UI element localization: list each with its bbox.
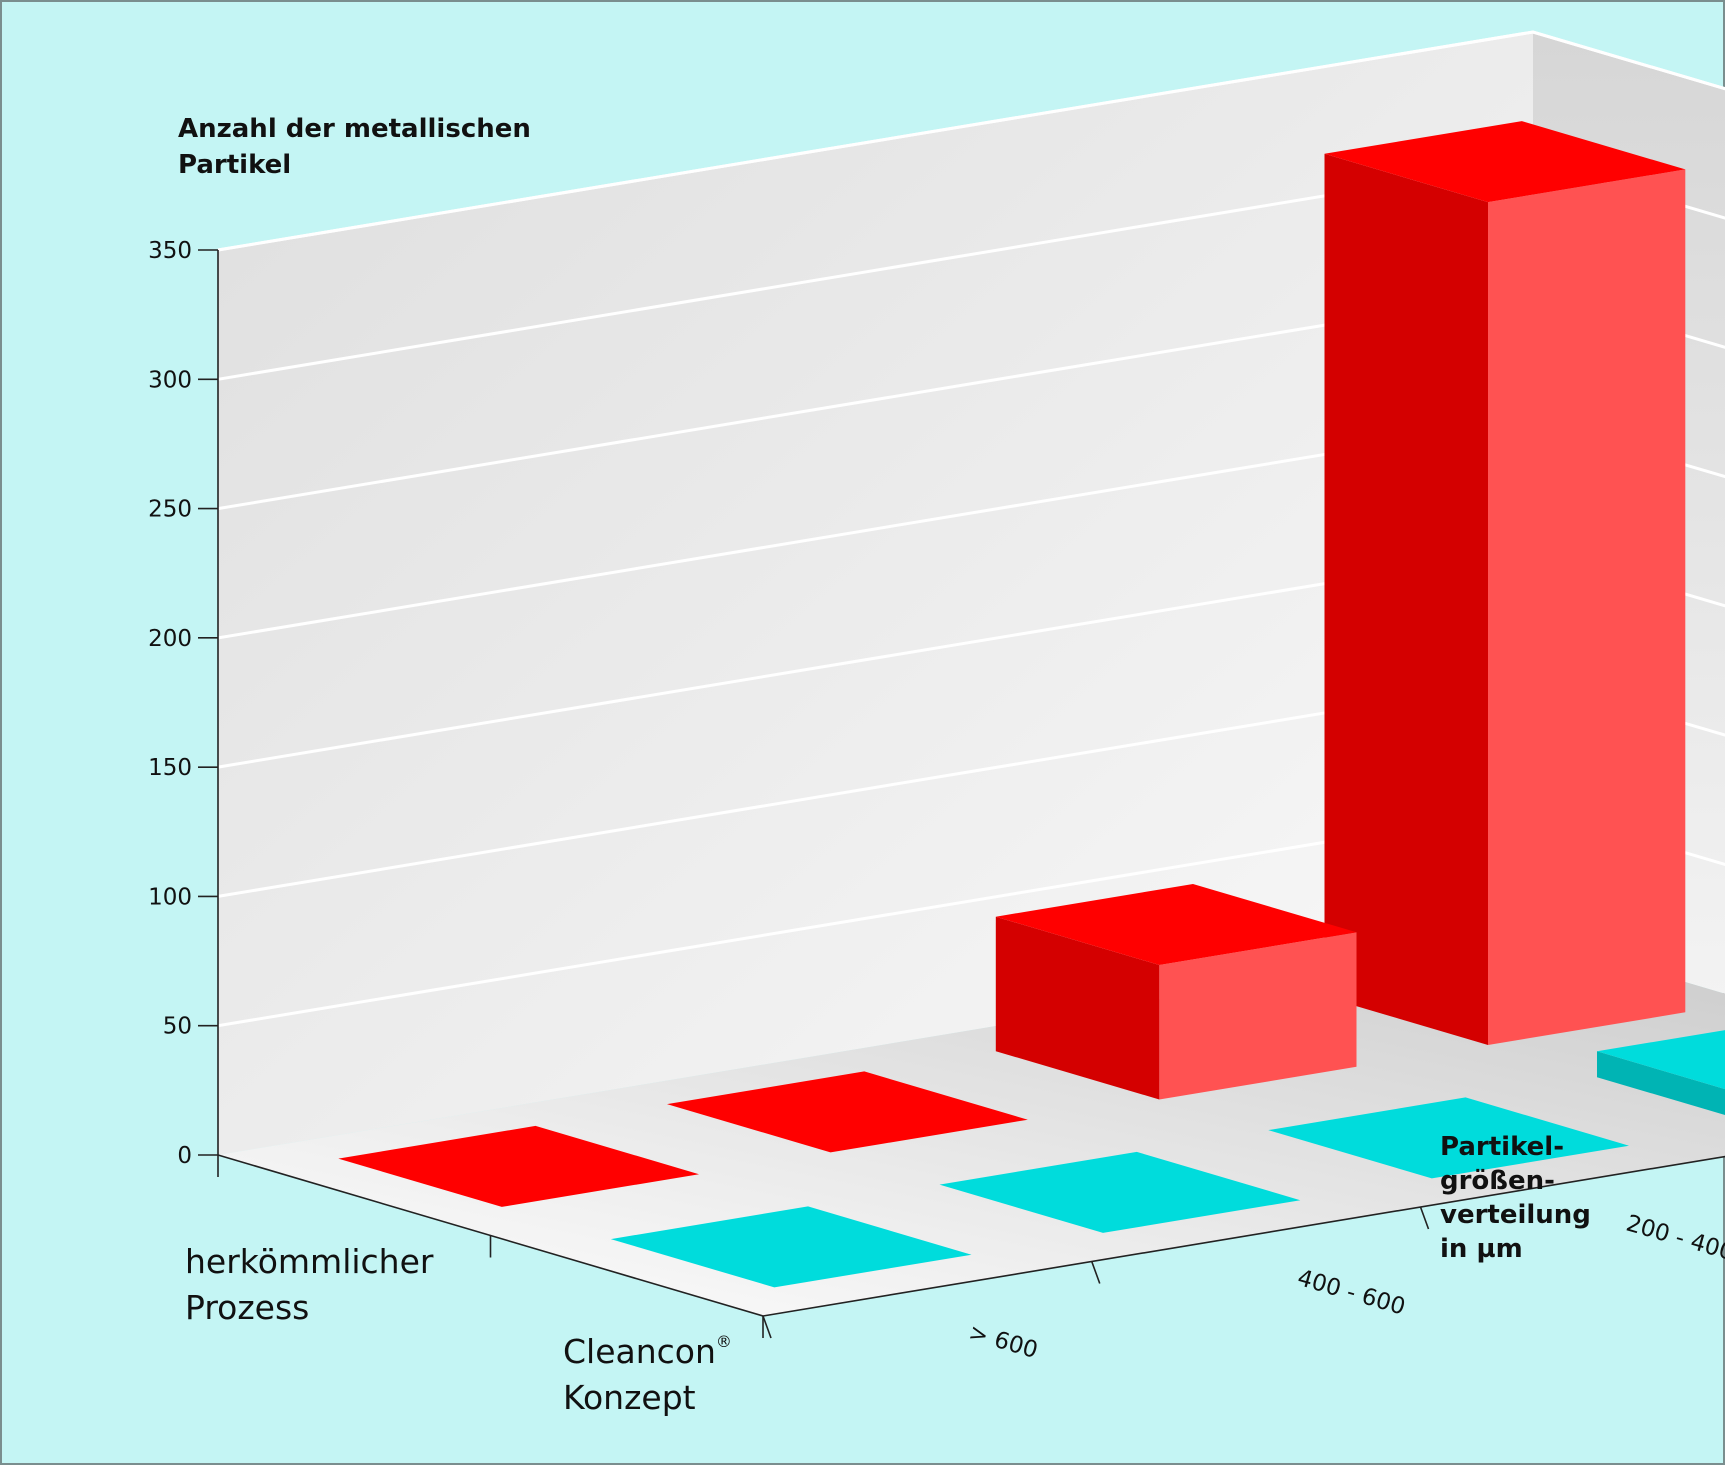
x-axis-title-line-1: Partikel- xyxy=(1440,1132,1564,1162)
x-axis-title-line-2: größen- xyxy=(1440,1166,1555,1196)
chart-axes: 0 50 100 150 200 250 300 350 xyxy=(148,238,1725,1339)
y-tick-label-200: 200 xyxy=(148,626,192,652)
category-label-3: > 600 xyxy=(966,1320,1041,1364)
category-tick-1 xyxy=(1090,1261,1101,1284)
y-tick-label-350: 350 xyxy=(148,238,192,264)
bar-1-1 xyxy=(1268,1097,1629,1179)
y-axis-title: Anzahl der metallischen Partikel xyxy=(178,114,540,180)
series-label-1: Cleancon® Konzept xyxy=(563,1316,742,1417)
y-tick-label-300: 300 xyxy=(148,367,192,393)
bar-0-0-top xyxy=(1324,121,1686,203)
category-tick-2 xyxy=(1419,1206,1430,1230)
bar-1-2-top xyxy=(939,1151,1301,1233)
series-label-1-superscript: ® xyxy=(716,1332,732,1351)
bar-0-3 xyxy=(338,1125,699,1207)
y-tick-label-150: 150 xyxy=(148,755,192,781)
series-label-0: herkömmlicher Prozess xyxy=(185,1242,444,1327)
bar-0-1 xyxy=(995,884,1357,1100)
bar-0-3-top xyxy=(338,1125,699,1207)
y-tick-label-50: 50 xyxy=(163,1014,192,1040)
y-axis-title-line-1: Anzahl der metallischen xyxy=(178,114,531,144)
y-tick-label-250: 250 xyxy=(148,497,192,523)
bar-1-0-top xyxy=(1597,1030,1725,1090)
bar-1-0 xyxy=(1597,1030,1725,1116)
series-label-1-line-1: Cleancon xyxy=(563,1332,716,1371)
bar-1-2 xyxy=(939,1151,1301,1233)
bar-0-1-top xyxy=(995,884,1357,965)
y-tick-label-0: 0 xyxy=(177,1143,192,1169)
bar-0-0 xyxy=(1324,121,1686,1046)
x-axis-title-line-4: in µm xyxy=(1440,1234,1523,1264)
bar-0-2-top xyxy=(667,1071,1028,1153)
left-wall xyxy=(218,32,1533,1155)
series-label-0-line-2: Prozess xyxy=(185,1288,309,1327)
series-label-0-line-1: herkömmlicher xyxy=(185,1242,434,1281)
bar-1-3-top xyxy=(610,1206,972,1288)
x-axis-title: Partikel- größen- verteilung in µm xyxy=(1440,1132,1600,1264)
category-label-2: 400 - 600 xyxy=(1294,1265,1408,1321)
bar-0-1-front xyxy=(1159,932,1357,1100)
chart-bars xyxy=(338,121,1725,1288)
gridline-top xyxy=(217,30,1725,252)
y-axis-title-line-2: Partikel xyxy=(178,150,291,180)
bar-1-3 xyxy=(610,1206,972,1288)
bar-1-1-top xyxy=(1268,1097,1629,1179)
bar-0-1-side xyxy=(995,916,1160,1100)
y-tick-label-100: 100 xyxy=(148,884,192,910)
category-tick-0 xyxy=(762,1315,772,1339)
bar-0-0-front xyxy=(1488,169,1686,1045)
bar-1-0-side xyxy=(1597,1051,1725,1116)
bar-0-0-side xyxy=(1324,153,1488,1046)
bar-0-2 xyxy=(667,1071,1028,1153)
category-label-1: 200 - 400 xyxy=(1623,1211,1725,1267)
x-axis-title-line-3: verteilung xyxy=(1440,1200,1591,1230)
series-label-1-line-2: Konzept xyxy=(563,1378,696,1417)
